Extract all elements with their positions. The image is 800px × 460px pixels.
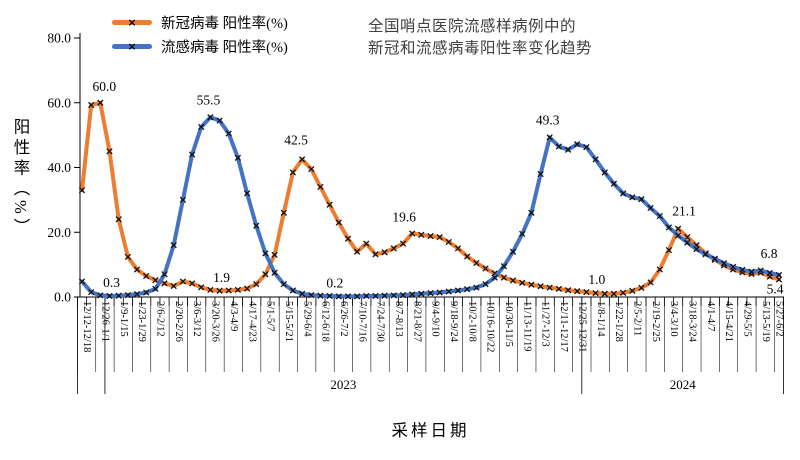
x-tick-label: 10/2-10/8	[466, 301, 477, 342]
y-tick-label: 60.0	[47, 95, 71, 110]
legend-swatch-covid: ×	[112, 15, 152, 29]
x-tick-label: 3/20-3/26	[210, 301, 221, 342]
data-label: 0.2	[326, 275, 343, 290]
x-tick-label: 4/29-5/5	[741, 301, 752, 337]
data-label: 55.5	[197, 92, 221, 107]
x-tick-label: 4/15-4/21	[723, 301, 734, 342]
x-tick-label: 10/16-10/22	[485, 301, 496, 352]
x-tick-label: 8/7-8/13	[393, 301, 404, 337]
x-marker-icon: ×	[127, 39, 137, 53]
y-tick-label: 20.0	[47, 225, 71, 240]
year-label: 2023	[330, 377, 356, 392]
x-tick-label: 4/3-4/9	[228, 301, 239, 331]
x-marker-icon: ×	[127, 15, 137, 29]
x-tick-label: 5/15-5/21	[283, 301, 294, 342]
x-tick-label: 3/4-3/10	[668, 301, 679, 337]
x-tick-label: 7/10-7/16	[356, 301, 367, 342]
data-label: 1.9	[213, 270, 230, 285]
x-tick-label: 2/6-2/12	[155, 301, 166, 337]
legend-item-flu: × 流感病毒 阳性率(%)	[112, 36, 288, 57]
data-label: 6.8	[761, 246, 778, 261]
x-tick-label: 9/18-9/24	[448, 301, 459, 343]
y-axis-title: 阳性率（%）	[11, 118, 30, 239]
y-axis: 0.0 20.0 40.0 60.0 80.0	[47, 31, 81, 305]
x-tick-label: 5/13-5/19	[760, 301, 771, 342]
x-tick-label: 5/1-5/7	[265, 301, 276, 331]
data-label: 19.6	[392, 210, 416, 225]
x-tick-label: 9/4-9/10	[430, 301, 441, 337]
x-tick-label: 5/27-6/2	[774, 301, 785, 337]
x-tick-label: 1/8-1/14	[595, 301, 606, 337]
data-label: 60.0	[93, 79, 117, 94]
x-tick-label: 1/23-1/29	[136, 301, 147, 342]
data-label: 42.5	[284, 132, 308, 147]
legend: × 新冠病毒 阳性率(%) × 流感病毒 阳性率(%)	[112, 12, 288, 57]
x-tick-label: 11/27-12/3	[540, 301, 551, 347]
x-tick-label: 12/11-12/17	[558, 301, 569, 352]
x-tick-label: 2/20-2/26	[173, 301, 184, 342]
legend-item-covid: × 新冠病毒 阳性率(%)	[112, 12, 288, 33]
series-line-0	[80, 100, 781, 296]
x-tick-label: 11/13-11/19	[521, 301, 532, 352]
legend-label-covid: 新冠病毒 阳性率(%)	[161, 16, 288, 32]
data-label: 49.3	[536, 112, 560, 127]
legend-swatch-flu: ×	[112, 39, 152, 53]
x-axis: 12/12-12/18 12/26-1/1 1/9-1/15 1/23-1/29 2/6…	[76, 296, 785, 372]
x-tick-label: 1/9-1/15	[118, 301, 129, 337]
series-0	[78, 99, 783, 297]
chart-title-line2: 新冠和流感病毒阳性率变化趋势	[368, 40, 593, 57]
data-label: 5.4	[767, 282, 784, 297]
y-tick-label: 80.0	[47, 31, 71, 46]
x-tick-label: 3/18-3/24	[686, 301, 697, 343]
x-tick-label: 6/26-7/2	[338, 301, 349, 337]
chart-title: 全国哨点医院流感样病例中的 新冠和流感病毒阳性率变化趋势	[368, 16, 592, 60]
x-tick-label: 8/21-8/27	[411, 301, 422, 342]
year-label: 2024	[670, 377, 697, 392]
x-tick-label: 2/5-2/11	[631, 301, 642, 336]
x-tick-label: 5/29-6/4	[301, 301, 312, 337]
data-label: 21.1	[672, 204, 696, 219]
x-tick-label: 1/22-1/28	[613, 301, 624, 342]
x-tick-label: 4/17-4/23	[246, 301, 257, 342]
year-axis: 2023 2024	[77, 297, 784, 394]
series-1	[78, 114, 783, 300]
y-tick-label: 0.0	[54, 290, 71, 305]
data-label: 1.0	[588, 272, 605, 287]
y-tick-label: 40.0	[47, 160, 71, 175]
x-axis-title: 采样日期	[391, 421, 470, 440]
x-tick-label: 2/19-2/25	[650, 301, 661, 342]
chart-title-line1: 全国哨点医院流感样病例中的	[368, 18, 577, 35]
series-markers-1	[78, 114, 783, 300]
x-tick-label: 10/30-11/5	[503, 301, 514, 347]
x-tick-label: 12/12-12/18	[81, 301, 92, 352]
x-tick-label: 4/1-4/7	[705, 301, 716, 331]
x-tick-label: 6/12-6/18	[320, 301, 331, 342]
x-tick-label: 7/24-7/30	[375, 301, 386, 342]
x-tick-label: 3/6-3/12	[191, 301, 202, 337]
data-label: 0.3	[103, 275, 120, 290]
point-labels: 60.0 0.3 55.5 1.9 42.5 0.2 19.6 49.3 1.0 21.1 6.8 5…	[93, 79, 784, 297]
legend-label-flu: 流感病毒 阳性率(%)	[161, 40, 288, 56]
